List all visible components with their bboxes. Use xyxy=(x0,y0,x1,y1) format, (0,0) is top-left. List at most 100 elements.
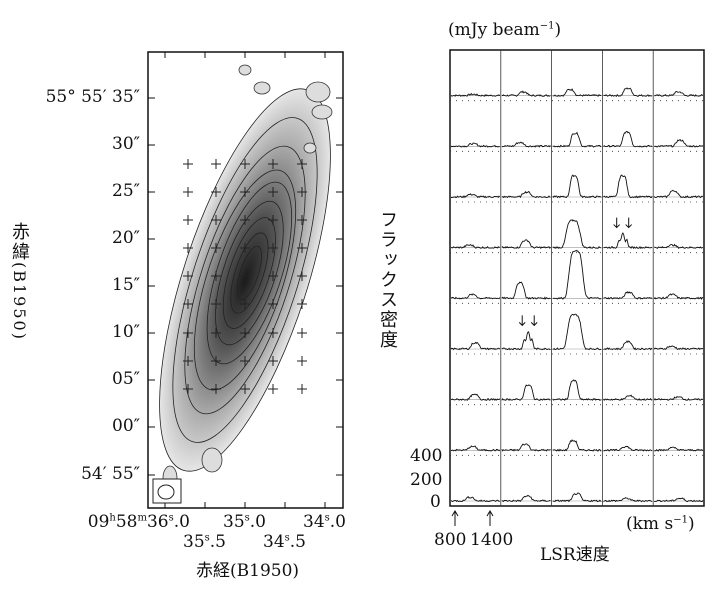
spectrum-position-cross xyxy=(297,159,307,169)
spectrum-line xyxy=(653,395,704,401)
spectrum-position-cross xyxy=(183,159,193,169)
map-ylabel: 赤緯(B1950) xyxy=(6,222,32,341)
spectrum-position-cross xyxy=(211,243,221,253)
dec-tick-label: 05″ xyxy=(112,369,140,389)
spectra-ylabel: フラックス密度 xyxy=(377,210,398,350)
map-xlabel: 赤経(B1950) xyxy=(196,561,300,581)
spectrum-line xyxy=(501,443,551,452)
spectrum-line xyxy=(552,492,602,503)
spectrum-position-cross xyxy=(268,187,278,197)
spectrum-line xyxy=(501,331,551,351)
contour-line xyxy=(215,200,284,346)
spectrum-position-cross xyxy=(211,159,221,169)
spectrum-line xyxy=(501,90,551,97)
spectrum-line xyxy=(450,445,501,452)
contour-island xyxy=(253,81,271,95)
xmarker-800: 800 xyxy=(434,530,467,550)
spectrum-line xyxy=(603,232,653,250)
contour-island xyxy=(303,142,317,154)
spectra-frame xyxy=(449,49,705,507)
spectrum-position-cross xyxy=(183,215,193,225)
spectrum-line xyxy=(501,281,551,300)
spectrum-position-cross xyxy=(183,299,193,309)
spectrum-line xyxy=(603,291,653,300)
spectrum-line xyxy=(552,219,602,250)
spectrum-position-cross xyxy=(240,356,250,366)
spectrum-position-cross xyxy=(240,299,250,309)
spectrum-line xyxy=(552,88,602,97)
ra-tick-label: 34s.5 xyxy=(263,532,307,552)
spectrum-line xyxy=(654,497,704,503)
spectrum-line xyxy=(450,142,500,148)
map-ylabel-epoch: (B1950) xyxy=(10,262,29,341)
spectrum-line xyxy=(501,384,551,402)
spectrum-line xyxy=(603,445,653,452)
dec-tick-label: 54′ 55″ xyxy=(81,464,140,484)
ytick-400: 400 xyxy=(410,446,443,466)
ra-tick-label: 09h58m36s.0 xyxy=(87,512,190,532)
arrow-up-icon xyxy=(451,510,459,526)
contour-line xyxy=(236,245,262,301)
spectrum-position-cross xyxy=(183,187,193,197)
spectrum-line xyxy=(501,239,551,250)
spectrum-line xyxy=(552,249,602,300)
spectrum-position-cross xyxy=(240,187,250,197)
contour-line xyxy=(172,117,318,443)
spectra-xlabel: LSR速度 xyxy=(540,545,610,565)
contour-line xyxy=(193,169,297,391)
xmarker-1400: 1400 xyxy=(470,530,514,550)
spectrum-position-cross xyxy=(240,384,250,394)
spectrum-line xyxy=(501,494,551,503)
spectrum-line xyxy=(501,190,551,199)
spectrum-line xyxy=(450,92,501,97)
spectrum-line xyxy=(653,90,704,97)
spectrum-position-cross xyxy=(183,271,193,281)
arrow-up-icon xyxy=(486,510,494,526)
spectrum-position-cross xyxy=(211,271,221,281)
arrow-down-icon xyxy=(613,217,621,229)
ytick-200: 200 xyxy=(410,470,443,490)
ra-tick-label: 35s.0 xyxy=(223,512,267,532)
spectrum-position-cross xyxy=(268,356,278,366)
spectrum-position-cross xyxy=(297,271,307,281)
contour-line xyxy=(206,181,293,365)
spectrum-position-cross xyxy=(268,215,278,225)
spectrum-position-cross xyxy=(240,215,250,225)
spectrum-position-cross xyxy=(183,356,193,366)
dec-tick-label: 10″ xyxy=(112,322,140,342)
dec-tick-label: 20″ xyxy=(112,228,140,248)
spectrum-position-cross xyxy=(183,328,193,338)
spectrum-line xyxy=(552,174,602,199)
spectrum-line xyxy=(653,139,704,148)
spectrum-position-cross xyxy=(268,159,278,169)
spectrum-position-cross xyxy=(297,384,307,394)
dec-tick-label: 15″ xyxy=(112,275,140,295)
spectrum-position-cross xyxy=(240,243,250,253)
arrow-down-icon xyxy=(518,315,526,327)
contour-island xyxy=(238,64,252,76)
spectrum-line xyxy=(450,393,501,401)
spectrum-line xyxy=(450,495,501,503)
velocity-unit-label: (km s−1) xyxy=(626,514,695,534)
spectrum-position-cross xyxy=(183,384,193,394)
dec-tick-label: 55° 55′ 35″ xyxy=(45,87,140,107)
spectrum-position-cross xyxy=(211,356,221,366)
spectrum-line xyxy=(654,446,704,452)
spectrum-position-cross xyxy=(268,243,278,253)
spectrum-line xyxy=(653,293,704,300)
map-ylabel-jp: 赤緯 xyxy=(9,222,30,262)
spectrum-position-cross xyxy=(297,215,307,225)
spectrum-line xyxy=(552,439,602,452)
spectrum-line xyxy=(552,313,602,351)
ra-tick-label: 34s.0 xyxy=(303,512,347,532)
spectrum-line xyxy=(603,87,653,98)
spectrum-position-cross xyxy=(211,299,221,309)
spectrum-line xyxy=(450,244,500,249)
spectrum-line xyxy=(552,131,602,148)
flux-unit-label: (mJy beam−1) xyxy=(448,20,562,40)
arrow-down-icon xyxy=(530,315,538,327)
spectrum-position-cross xyxy=(297,328,307,338)
spectrum-position-cross xyxy=(211,328,221,338)
dec-tick-label: 25″ xyxy=(112,181,140,201)
contour-island xyxy=(201,447,223,473)
